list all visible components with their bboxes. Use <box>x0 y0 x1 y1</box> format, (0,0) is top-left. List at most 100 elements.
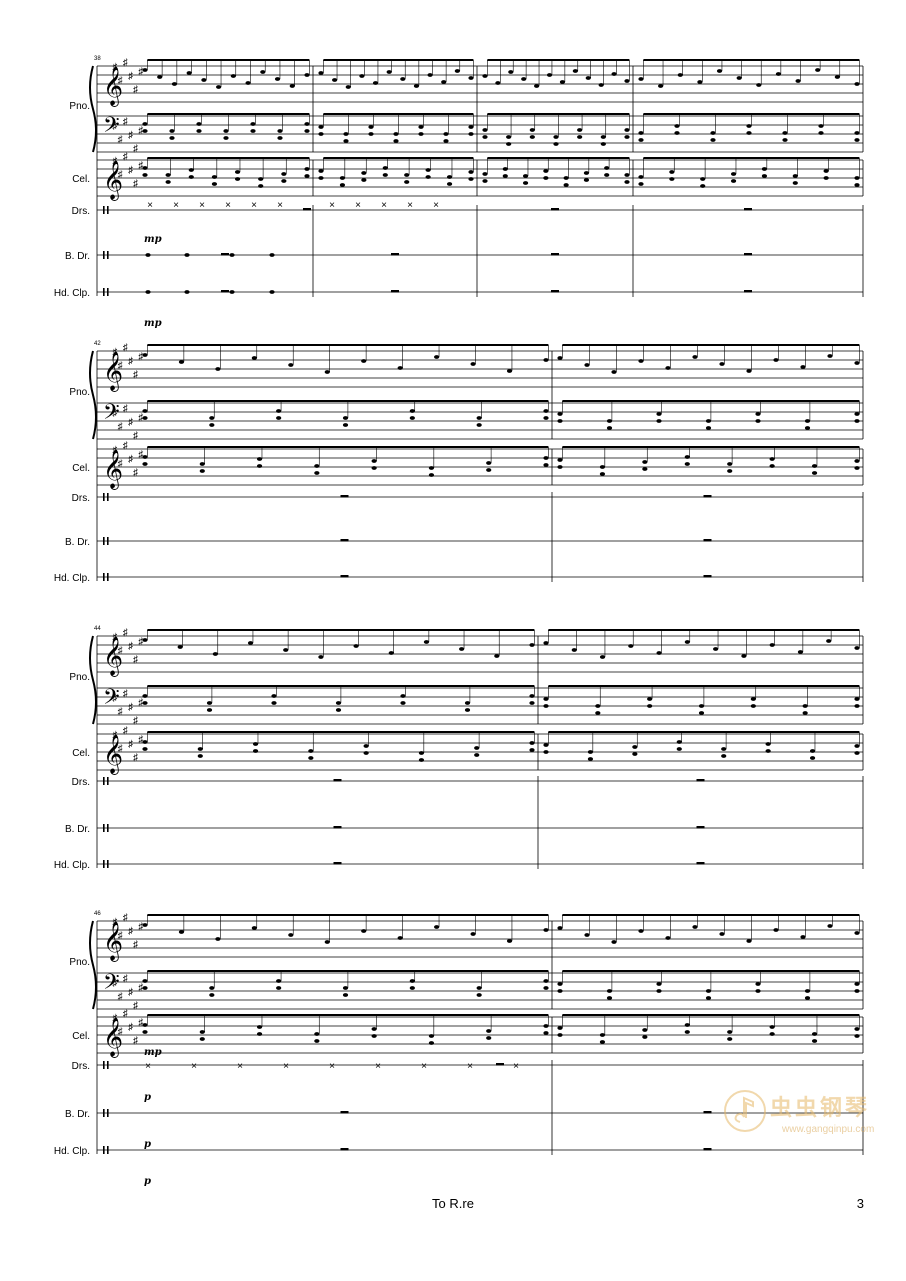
notehead <box>529 701 535 705</box>
rest <box>221 253 229 256</box>
notehead <box>197 754 203 758</box>
notehead <box>342 986 349 990</box>
notehead <box>826 639 832 643</box>
notehead <box>746 131 752 135</box>
notehead <box>276 986 282 990</box>
notehead <box>304 167 310 171</box>
notehead <box>474 753 480 757</box>
dynamic-marking: mp <box>144 318 162 329</box>
notehead <box>854 697 860 701</box>
sharp-icon: ♯ <box>118 1027 123 1038</box>
notehead <box>746 369 752 373</box>
sharp-icon: ♯ <box>128 702 133 713</box>
dynamic-marking: mp <box>144 234 162 245</box>
notehead <box>196 129 202 133</box>
notehead <box>543 979 549 983</box>
notehead <box>502 174 508 178</box>
notehead <box>250 122 256 126</box>
notehead <box>782 138 788 142</box>
notehead <box>854 931 860 935</box>
notehead <box>209 986 215 990</box>
instrument-label: Cel. <box>72 463 90 474</box>
notehead <box>363 751 369 755</box>
x-notehead: × <box>355 200 361 211</box>
notehead <box>361 929 367 933</box>
watermark-url: www.gangqinpu.com <box>782 1124 875 1135</box>
notehead <box>611 370 617 374</box>
notehead <box>854 419 860 423</box>
sharp-icon: ♯ <box>113 62 118 73</box>
notehead <box>276 416 282 420</box>
sharp-icon: ♯ <box>113 121 118 132</box>
notehead <box>599 655 606 659</box>
treble-clef-icon: 𝄞 <box>103 637 123 677</box>
notehead <box>188 175 194 179</box>
notehead <box>506 135 512 139</box>
piano-left-notes <box>142 685 860 715</box>
piano-right-notes <box>142 914 860 944</box>
notehead <box>811 471 818 475</box>
notehead <box>468 76 474 80</box>
notehead <box>342 423 349 427</box>
sharp-icon: ♯ <box>128 165 133 176</box>
rest <box>340 1148 349 1151</box>
notehead <box>563 183 569 187</box>
notehead <box>413 84 420 88</box>
notehead <box>804 989 811 993</box>
notehead <box>750 704 756 708</box>
instrument-label: Pno. <box>69 387 90 398</box>
sharp-icon: ♯ <box>133 940 138 951</box>
instrument-label: Pno. <box>69 672 90 683</box>
notehead <box>269 253 275 257</box>
notehead <box>543 1024 549 1028</box>
hand-clap-notes <box>145 290 275 294</box>
notehead <box>318 655 324 659</box>
notehead <box>543 456 549 460</box>
notehead <box>443 132 449 136</box>
notehead <box>638 182 644 186</box>
sharp-icon: ♯ <box>133 753 138 764</box>
percussion-clef-icon <box>107 288 109 296</box>
sharp-icon: ♯ <box>133 370 138 381</box>
sharp-icon: ♯ <box>113 917 118 928</box>
rest <box>391 253 399 256</box>
notehead <box>404 180 410 184</box>
percussion-clef-icon <box>103 777 105 785</box>
piano-bass-staff <box>97 402 863 440</box>
notehead <box>314 471 320 475</box>
notehead <box>854 82 860 86</box>
notehead <box>281 179 287 183</box>
notehead <box>818 124 824 128</box>
notehead <box>587 750 594 754</box>
sharp-icon: ♯ <box>123 404 128 415</box>
notehead <box>441 80 447 84</box>
notehead <box>598 83 604 87</box>
sharp-icon: ♯ <box>123 628 128 639</box>
sharp-icon: ♯ <box>113 408 118 419</box>
notehead <box>260 70 266 74</box>
sharp-icon: ♯ <box>133 1001 138 1012</box>
notehead <box>142 1030 148 1034</box>
percussion-clef-icon <box>103 206 105 214</box>
sharp-icon: ♯ <box>123 58 128 69</box>
notehead <box>572 69 578 73</box>
notehead <box>647 704 653 708</box>
percussion-clef-icon <box>107 860 109 868</box>
notehead <box>736 76 742 80</box>
piano-bass-staff <box>97 687 863 725</box>
notehead <box>765 749 771 753</box>
notehead <box>184 290 190 294</box>
notehead <box>388 651 394 655</box>
notehead <box>750 697 756 701</box>
notehead <box>557 356 563 360</box>
notehead <box>314 464 320 468</box>
notehead <box>371 1027 377 1031</box>
notehead <box>206 708 213 712</box>
notehead <box>446 175 453 179</box>
sharp-icon: ♯ <box>118 459 123 470</box>
notehead <box>215 937 221 941</box>
notehead <box>482 135 488 139</box>
bass-drum-notes <box>145 253 275 257</box>
percussion-clef-icon <box>103 1061 105 1069</box>
notehead <box>599 1040 606 1044</box>
